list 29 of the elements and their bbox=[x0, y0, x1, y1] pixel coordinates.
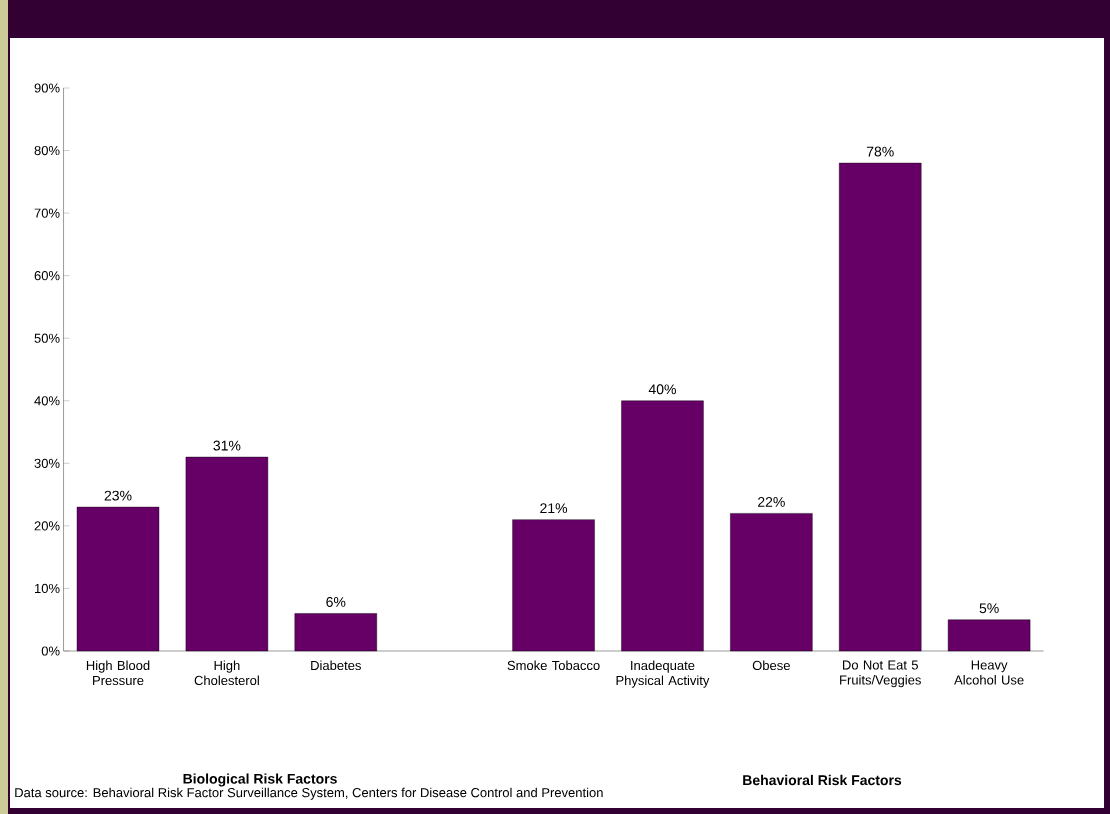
data-label: 22% bbox=[758, 496, 785, 507]
y-tick-label: 20% bbox=[34, 521, 60, 531]
y-tick-label: 10% bbox=[34, 583, 60, 594]
x-tick-label: Obese bbox=[752, 660, 790, 671]
y-tick-label: 80% bbox=[34, 145, 60, 156]
data-label: 23% bbox=[104, 490, 132, 501]
text: Behavioral Risk Factors bbox=[743, 774, 902, 786]
x-tick-label: Diabetes bbox=[311, 660, 361, 671]
y-tick-label: 60% bbox=[34, 271, 60, 281]
y-tick-label: 70% bbox=[34, 208, 60, 218]
x-tick-label: High Blood Pressure bbox=[86, 660, 150, 686]
data-label: 5% bbox=[979, 603, 999, 614]
y-tick-label: 0% bbox=[41, 646, 60, 656]
data-label: 78% bbox=[866, 146, 894, 157]
y-tick-label: 50% bbox=[34, 333, 60, 343]
data-label: 40% bbox=[648, 384, 676, 395]
y-tick-label: 40% bbox=[34, 396, 60, 406]
y-tick-label: 30% bbox=[34, 458, 60, 468]
x-tick-label: Heavy Alcohol Use bbox=[954, 660, 1024, 685]
data-label: 31% bbox=[213, 440, 241, 451]
x-tick-label: Do Not Eat 5 Fruits/Veggies bbox=[840, 660, 921, 688]
text: Biological Risk Factors bbox=[183, 773, 337, 787]
source-note: Data source: Behavioral Risk Factor Surveillance System, Centers for Disease Control and Prevention bbox=[15, 787, 603, 800]
data-label: 21% bbox=[540, 503, 568, 514]
data-label: 6% bbox=[326, 597, 346, 607]
x-tick-label: Smoke Tobacco bbox=[507, 660, 600, 671]
x-tick-label: Inadequate Physical Activity bbox=[616, 660, 710, 688]
x-tick-label: High Cholesterol bbox=[194, 660, 259, 686]
y-tick-label: 90% bbox=[34, 83, 60, 93]
